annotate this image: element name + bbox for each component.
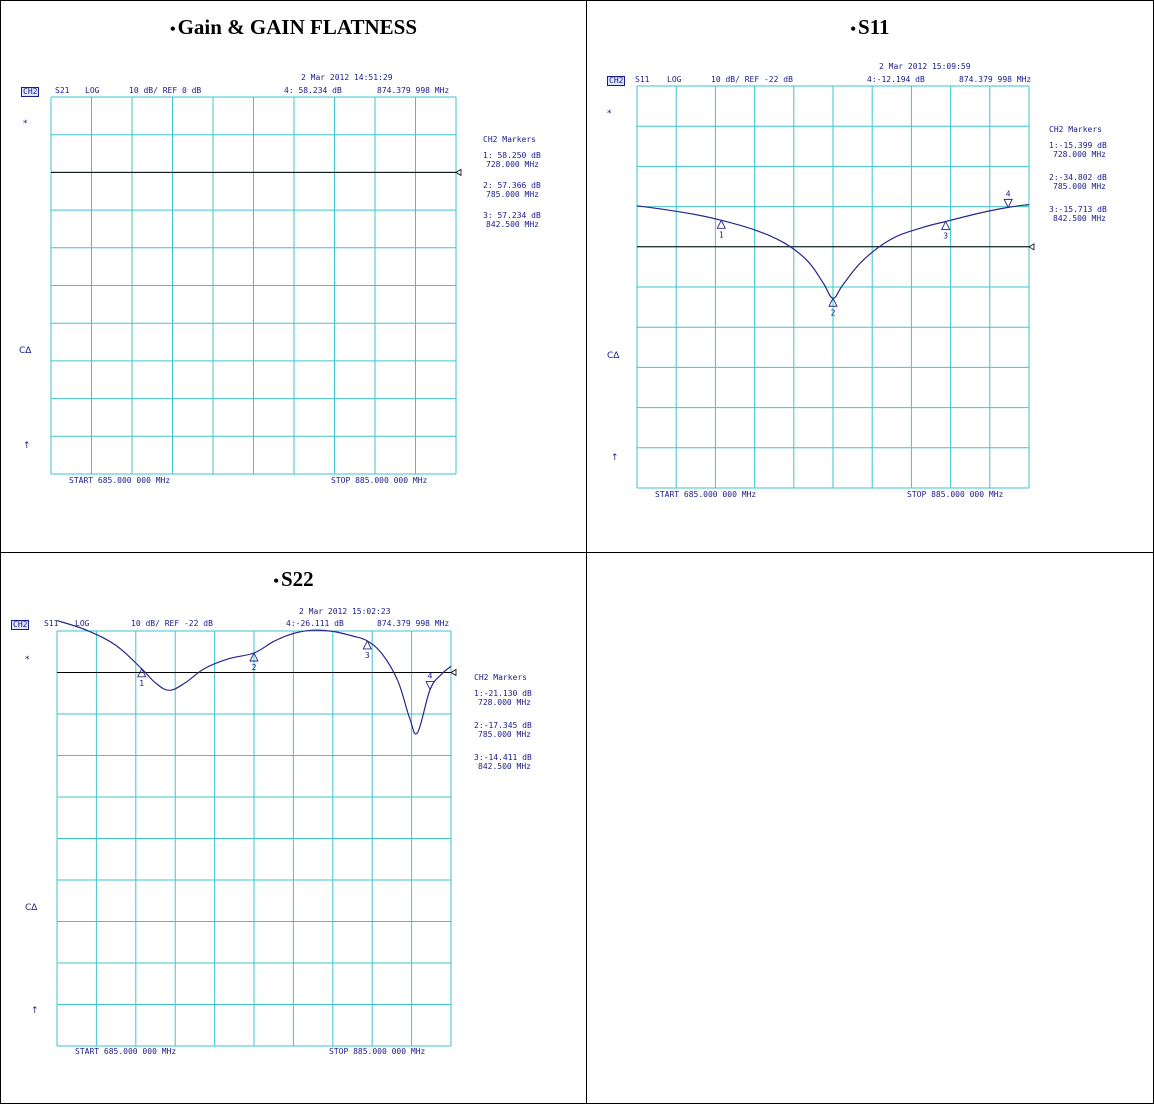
reference-arrow-icon: ↑	[23, 441, 31, 451]
marker-3-value: 3: 57.234 dB	[483, 211, 541, 220]
star-icon: *	[23, 119, 28, 129]
timestamp: 2 Mar 2012 14:51:29	[301, 73, 393, 82]
marker-2-value: 2: 57.366 dB	[483, 181, 541, 190]
marker-1-label: 1	[719, 230, 724, 239]
marker-2-freq: 785.000 MHz	[1053, 182, 1106, 191]
reference-pointer-icon	[450, 668, 457, 677]
timestamp: 2 Mar 2012 15:09:59	[879, 62, 971, 71]
param-label: S11	[635, 75, 650, 84]
markers-title: CH2 Markers	[483, 135, 536, 144]
reference-pointer-icon	[455, 168, 462, 177]
empty-panel	[586, 552, 1154, 1104]
marker-4-triangle	[425, 681, 435, 691]
format-label: LOG	[85, 86, 100, 95]
marker-1-triangle	[136, 667, 147, 678]
marker-1-value: 1:-15.399 dB	[1049, 141, 1107, 150]
marker-1-freq: 728.000 MHz	[478, 698, 531, 707]
marker-1-freq: 728.000 MHz	[1053, 150, 1106, 159]
marker-2-value: 2:-17.345 dB	[474, 721, 532, 730]
reference-arrow-icon: ↑	[611, 453, 619, 463]
marker-4-triangle	[1003, 198, 1013, 209]
start-frequency: START 685.000 000 MHz	[69, 476, 171, 485]
marker-1-value: 1:-21.130 dB	[474, 689, 532, 698]
marker-4-label: 4	[1006, 189, 1011, 198]
marker-3-value: 3:-15.713 dB	[1049, 205, 1107, 214]
marker-3-freq: 842.500 MHz	[1053, 214, 1106, 223]
channel-badge: CH2	[11, 620, 30, 630]
chart-title: •S11	[850, 15, 890, 39]
marker-2-freq: 785.000 MHz	[478, 730, 531, 739]
marker-2-triangle	[828, 297, 838, 307]
cdelta-label: C∆	[607, 351, 620, 361]
param-label: S21	[55, 86, 70, 95]
marker-1-triangle	[716, 219, 727, 229]
active-marker-value: 4:-12.194 dB	[867, 75, 925, 84]
active-marker-freq: 874.379 998 MHz	[377, 86, 450, 95]
active-marker-freq: 874.379 998 MHz	[959, 75, 1032, 84]
chart-panel-gain: •Gain & GAIN FLATNESS 2 Mar 2012 14:51:2…	[0, 0, 587, 553]
marker-2-freq: 785.000 MHz	[486, 190, 539, 199]
start-frequency: START 685.000 000 MHz	[75, 1047, 177, 1056]
star-icon: *	[25, 655, 30, 665]
marker-1-value: 1: 58.250 dB	[483, 151, 541, 160]
marker-3-value: 3:-14.411 dB	[474, 753, 532, 762]
chart-panel-s22: •S22 2 Mar 2012 15:02:23 CH2 S11 LOG 10 …	[0, 552, 587, 1104]
cdelta-label: C∆	[19, 346, 32, 356]
marker-3-label: 3	[943, 231, 948, 240]
marker-2-value: 2:-34.802 dB	[1049, 173, 1107, 182]
marker-4-label: 4	[428, 672, 433, 681]
marker-2-label: 2	[252, 663, 257, 672]
active-marker-value: 4:-26.111 dB	[286, 619, 344, 628]
marker-3-freq: 842.500 MHz	[486, 220, 539, 229]
timestamp: 2 Mar 2012 15:02:23	[299, 607, 391, 616]
marker-1-freq: 728.000 MHz	[486, 160, 539, 169]
markers-title: CH2 Markers	[474, 673, 527, 682]
trace-line	[56, 620, 452, 735]
format-label: LOG	[667, 75, 682, 84]
format-label: LOG	[75, 619, 90, 628]
chart-plot: 1 2 3 4	[56, 620, 457, 1047]
marker-3-triangle	[362, 639, 373, 650]
scale-label: 10 dB/ REF -22 dB	[711, 75, 793, 84]
stop-frequency: STOP 885.000 000 MHz	[331, 476, 428, 485]
marker-3-label: 3	[365, 651, 370, 660]
reference-pointer-icon	[1028, 243, 1035, 251]
active-marker-value: 4: 58.234 dB	[284, 86, 342, 95]
marker-3-freq: 842.500 MHz	[478, 762, 531, 771]
chart-title: •Gain & GAIN FLATNESS	[169, 15, 418, 39]
scale-label: 10 dB/ REF 0 dB	[129, 86, 202, 95]
channel-badge: CH2	[21, 87, 40, 97]
marker-3-triangle	[940, 220, 951, 230]
channel-badge: CH2	[607, 76, 626, 86]
stop-frequency: STOP 885.000 000 MHz	[329, 1047, 426, 1056]
active-marker-freq: 874.379 998 MHz	[377, 619, 450, 628]
scale-label: 10 dB/ REF -22 dB	[131, 619, 213, 628]
markers-title: CH2 Markers	[1049, 125, 1102, 134]
chart-title: •S22	[273, 567, 314, 591]
start-frequency: START 685.000 000 MHz	[655, 490, 757, 499]
marker-1-label: 1	[139, 679, 144, 688]
reference-arrow-icon: ↑	[31, 1006, 39, 1016]
chart-plot: 1 2 3 4	[636, 85, 1035, 489]
marker-2-triangle	[249, 651, 259, 662]
cdelta-label: C∆	[25, 903, 38, 913]
marker-2-label: 2	[831, 308, 836, 317]
chart-panel-s11: •S11 2 Mar 2012 15:09:59 CH2 S11 LOG 10 …	[586, 0, 1154, 553]
star-icon: *	[607, 109, 612, 119]
param-label: S11	[44, 619, 59, 628]
stop-frequency: STOP 885.000 000 MHz	[907, 490, 1004, 499]
